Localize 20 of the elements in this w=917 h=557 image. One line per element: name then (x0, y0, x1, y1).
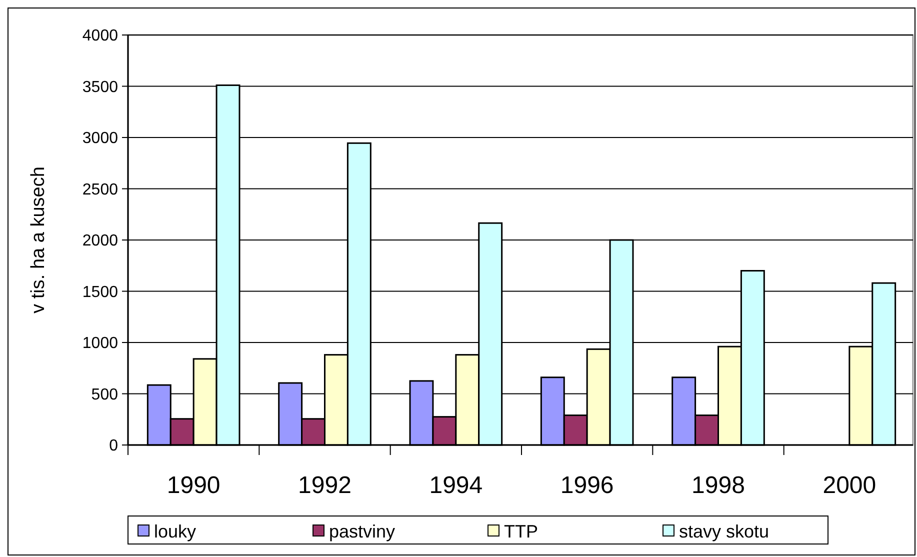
x-tick-label: 1990 (166, 472, 220, 499)
y-tick-label: 3000 (82, 130, 118, 148)
legend-label: stavy skotu (679, 521, 770, 542)
legend-label: louky (154, 521, 196, 542)
y-tick-label: 1500 (82, 284, 118, 301)
x-tick-label: 1996 (560, 472, 614, 499)
x-tick-label: 2000 (822, 472, 876, 499)
y-tick-label: 500 (91, 386, 118, 404)
y-tick-label: 1000 (82, 335, 118, 352)
x-tick-label: 1998 (692, 472, 745, 499)
y-tick-label: 2000 (82, 232, 118, 250)
legend-label: pastviny (329, 521, 396, 542)
legend-label: TTP (504, 521, 538, 542)
y-tick-label: 4000 (82, 28, 118, 45)
y-tick-label: 2500 (82, 181, 118, 198)
y-tick-label: 3500 (82, 78, 118, 96)
x-tick-label: 1994 (429, 472, 483, 499)
y-tick-label: 0 (109, 438, 118, 455)
x-tick-label: 1992 (298, 472, 352, 499)
y-axis-title: v tis. ha a kusech (28, 166, 49, 314)
